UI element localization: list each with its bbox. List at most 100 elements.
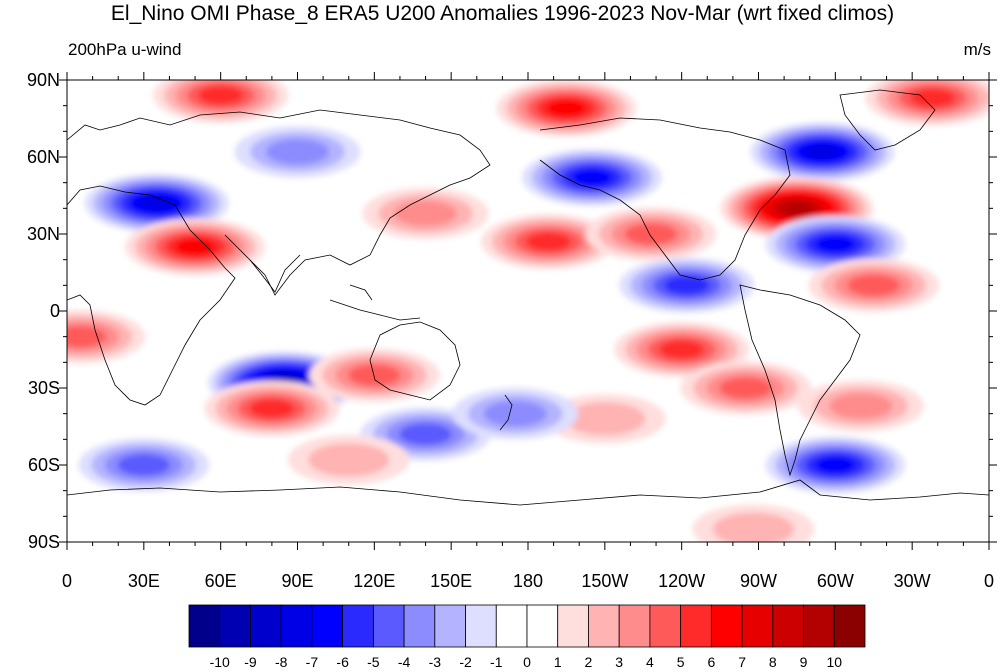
colorbar-label: -3 [429,654,442,670]
anomaly-blob [496,80,637,137]
longitude-label: 90W [740,571,777,591]
colorbar-label: 3 [615,654,623,670]
anomaly-contour [249,399,295,418]
colorbar-label: 9 [800,654,808,670]
colorbar-label: -5 [367,654,380,670]
colorbar-label: -9 [244,654,257,670]
anomaly-contour [308,443,390,477]
anomaly-contour [659,340,705,359]
anomaly-blob [865,80,989,126]
anomaly-blob [67,309,146,364]
anomaly-blob [125,218,265,276]
anomaly-blob [153,80,289,124]
colorbar-swatch [434,604,466,648]
longitude-labels: 0 30E 60E 90E 120E 150E 180 150W 120W 90W 60W 30W 0 [62,571,994,591]
longitude-label: 30W [894,571,931,591]
anomaly-blob [692,504,815,542]
anomaly-blob [234,125,361,178]
colorbar-label: 7 [738,654,746,670]
anomaly-blob [78,438,210,492]
longitude-label: 90E [281,571,313,591]
anomaly-contour [815,236,856,253]
coastline-new-zealand [499,394,513,431]
colorbar-label: 6 [707,654,715,670]
colorbar: -10 -9 -8 -7 -6 -5 -4 -3 -2 -1 0 1 2 3 4 5 6 7 8 9 10 [188,604,866,670]
longitude-label: 60W [817,571,854,591]
anomaly-contour [525,232,572,251]
anomaly-contour [829,393,893,419]
anomaly-field [67,80,989,542]
anomaly-contour [265,138,330,165]
anomaly-blob [480,213,617,270]
colorbar-swatch [280,604,313,648]
anomaly-blob [797,380,925,432]
colorbar-swatch [188,604,221,648]
colorbar-swatch [649,604,682,648]
colorbar-swatch [803,604,835,648]
coastline-africa [67,185,236,406]
axis-ticks [59,72,997,550]
coastline-australia [369,321,461,401]
longitude-label: 120E [353,571,395,591]
anomaly-contour [175,238,216,256]
colorbar-swatch [311,604,344,648]
colorbar-swatch [772,604,804,648]
anomaly-contour [664,276,710,295]
colorbar-swatch [741,604,774,648]
colorbar-label: -6 [336,654,349,670]
longitude-label: 180 [513,571,543,591]
longitude-label: 150W [581,571,628,591]
colorbar-label: 0 [523,654,531,670]
longitude-label: 0 [62,571,72,591]
colorbar-label: -8 [275,654,288,670]
colorbar-label: -4 [398,654,411,670]
anomaly-contour [546,100,587,117]
coastlines [67,89,989,506]
latitude-label: 0 [50,301,60,321]
units-label: m/s [963,40,991,59]
colorbar-label: 4 [646,654,654,670]
anomaly-contour [138,195,175,211]
longitude-label: 0 [984,571,994,591]
colorbar-label: -7 [306,654,319,670]
colorbar-swatch [219,604,251,648]
coastline-south-america [739,284,861,477]
coastline-indonesia [329,284,421,321]
anomaly-contour [719,377,772,399]
colorbar-label: -10 [210,654,230,670]
anomaly-contour [348,364,401,386]
latitude-label: 60N [27,147,60,167]
anomaly-blob [287,434,410,485]
colorbar-swatch [618,604,651,648]
anomaly-contour [781,202,813,215]
latitude-label: 90N [27,70,60,90]
latitude-labels: 90N 60N 30N 0 30S 60S 90S [27,70,60,552]
longitude-label: 120W [658,571,705,591]
colorbar-label: 5 [677,654,685,670]
colorbar-label: 10 [826,654,842,670]
longitude-label: 60E [205,571,237,591]
anomaly-contour [712,512,794,542]
colorbar-swatch [833,604,866,648]
colorbar-swatch [526,604,559,648]
anomaly-blob [308,348,440,402]
anomaly-contour [815,456,856,474]
colorbar-swatch [710,604,743,648]
figure-title: El_Nino OMI Phase_8 ERA5 U200 Anomalies … [110,2,895,25]
colorbar-swatch [680,604,712,648]
anomaly-blob [619,257,755,314]
colorbar-swatch [250,604,282,648]
coastline-antarctica [67,479,989,506]
colorbar-swatch [403,604,436,648]
anomaly-blob [765,436,906,494]
anomaly-blob [680,361,812,415]
anomaly-blob [362,187,489,240]
anomaly-contour [910,88,956,108]
anomaly-contour [564,402,646,436]
colorbar-swatch [372,604,405,648]
anomaly-blob [585,207,717,261]
variable-label: 200hPa u-wind [68,40,182,59]
coastline-eurasia [67,109,491,296]
anomaly-contour [624,223,678,245]
